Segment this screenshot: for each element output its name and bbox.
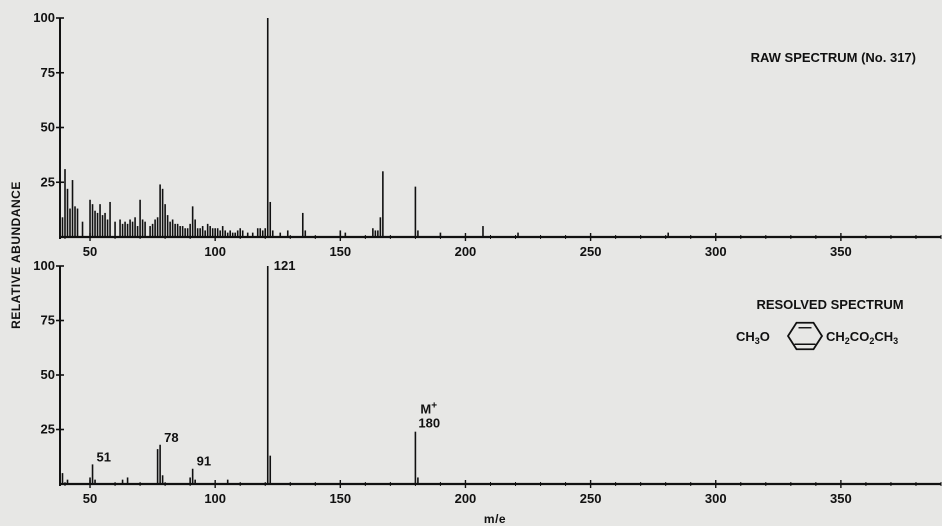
x-tick-label: 300 (705, 244, 727, 259)
y-tick-label: 25 (41, 174, 55, 189)
y-axis-title: RELATIVE ABUNDANCE (9, 181, 23, 329)
x-tick-label: 350 (830, 244, 852, 259)
formula-left: CH3O (736, 329, 770, 346)
peak-label: 78 (164, 430, 178, 445)
chemical-structure: CH3O CH2CO2CH3 (736, 321, 898, 351)
peak-label: 91 (197, 454, 211, 469)
x-tick-label: 250 (580, 491, 602, 506)
x-tick-label: 200 (455, 244, 477, 259)
x-tick-label: 300 (705, 491, 727, 506)
x-tick-label: 100 (204, 244, 226, 259)
panel-raw: 25 50 75 100 50 100 150 200 250 300 350 RAW SPECTRU… (33, 10, 942, 259)
x-tick-label: 350 (830, 491, 852, 506)
x-axis-title: m/e (484, 512, 506, 526)
panel-resolved: 25 50 75 100 50 100 150 200 250 300 350 RESOLVED SP… (9, 181, 942, 526)
y-tick-label: 100 (33, 10, 55, 25)
y-tick-label: 25 (41, 422, 55, 437)
x-tick-label: 50 (83, 491, 97, 506)
formula-right: CH2CO2CH3 (826, 329, 898, 346)
x-tick-label: 100 (204, 491, 226, 506)
peak-label: 51 (97, 449, 111, 464)
raw-spectrum-title: RAW SPECTRUM (No. 317) (751, 50, 916, 65)
molecular-ion-label: M+ (420, 401, 437, 417)
x-tick-label: 150 (329, 491, 351, 506)
x-tick-label: 50 (83, 244, 97, 259)
peak-label: 121 (274, 258, 296, 273)
y-tick-label: 100 (33, 258, 55, 273)
y-tick-label: 50 (41, 120, 55, 135)
x-tick-label: 200 (455, 491, 477, 506)
resolved-spectrum-title: RESOLVED SPECTRUM (756, 297, 903, 312)
y-tick-label: 75 (41, 65, 55, 80)
y-tick-label: 50 (41, 367, 55, 382)
peak-label: 180 (418, 416, 440, 431)
x-tick-label: 150 (329, 244, 351, 259)
x-tick-label: 250 (580, 244, 602, 259)
y-tick-label: 75 (41, 313, 55, 328)
benzene-ring (786, 321, 824, 351)
